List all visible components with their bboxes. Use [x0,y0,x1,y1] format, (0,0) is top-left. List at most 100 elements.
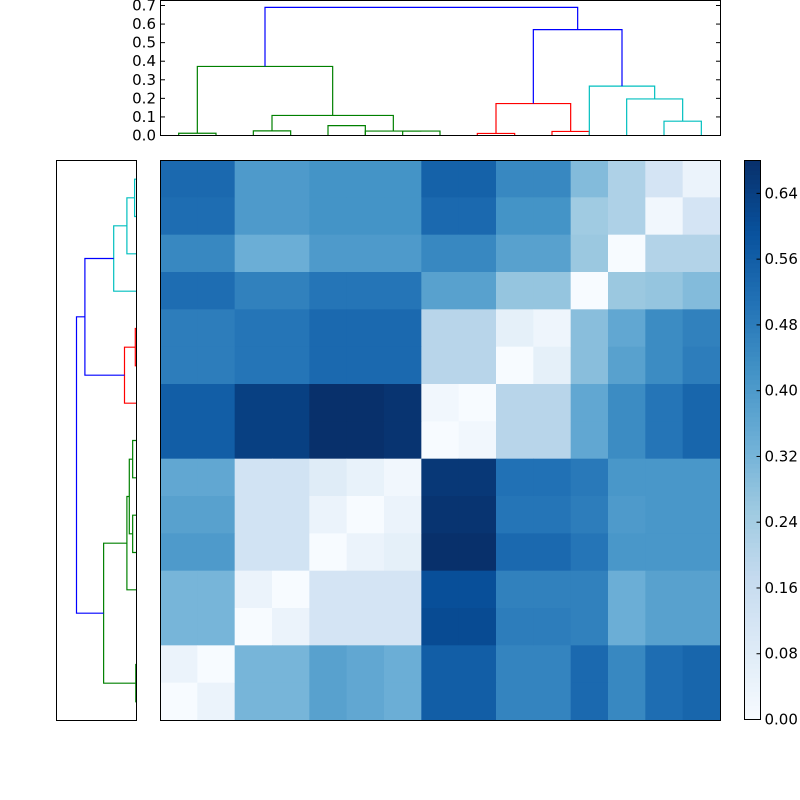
heatmap-cell [458,608,497,646]
heatmap-cell [160,458,198,497]
heatmap-cell [608,645,646,684]
heatmap-cell [570,533,609,572]
heatmap-cell [496,346,534,385]
colorbar-segment [744,379,761,385]
heatmap-cell [272,570,310,609]
heatmap-cell [570,160,609,198]
heatmap-cell [533,309,572,348]
heatmap-cell [234,645,273,684]
heatmap-cell [608,346,646,385]
heatmap-cell [496,458,534,497]
heatmap-cell [309,309,348,348]
heatmap-frame [160,160,721,721]
heatmap-cell [384,160,422,198]
colorbar-segment [744,435,761,441]
heatmap-cell [682,160,721,198]
heatmap-cell [682,346,721,385]
heatmap-cell [384,272,422,310]
colorbar-segment [744,491,761,497]
heatmap-cell [682,496,721,534]
heatmap-cell [160,421,198,460]
heatmap-cell [272,384,310,422]
heatmap-cell [234,570,273,609]
heatmap-cell [272,160,310,198]
dendrogram-link [75,316,104,614]
heatmap-cell [309,346,348,385]
heatmap-cell [570,197,609,236]
colorbar-segment [744,351,761,357]
heatmap-cell [272,421,310,460]
heatmap-cell [384,533,422,572]
heatmap-cell [272,533,310,572]
colorbar-segment [744,561,761,567]
heatmap-cell [384,570,422,609]
heatmap-cell [421,458,460,497]
colorbar-segment [744,640,761,646]
heatmap-cell [496,272,534,310]
heatmap-cell [533,160,572,198]
dendrogram-link [113,225,137,292]
dendrogram-link [126,495,137,591]
heatmap-cell [608,234,646,273]
colorbar-tick-label: 0.48 [765,316,798,334]
colorbar-segment [744,696,761,702]
colorbar-segment [744,440,761,446]
heatmap-cell [608,197,646,236]
heatmap-cell [309,160,348,198]
colorbar-frame [744,160,761,720]
heatmap-cell [570,234,609,273]
heatmap-cell [496,160,534,198]
heatmap-cell [645,197,684,236]
heatmap-cell [309,458,348,497]
heatmap-cell [309,197,348,236]
heatmap-cell [570,272,609,310]
heatmap-cell [160,272,198,310]
colorbar-segment [744,589,761,595]
colorbar-segment [744,207,761,213]
heatmap-cell [160,197,198,236]
dendrogram-link [84,257,125,376]
colorbar-segment [744,416,761,422]
heatmap-cell [197,533,236,572]
left-dendrogram [56,160,137,721]
colorbar-segment [744,225,761,231]
heatmap-cell [645,645,684,684]
colorbar-segment [744,621,761,627]
heatmap-cell [533,197,572,236]
y-tick-label: 0.1 [132,108,156,126]
dendrogram-link [364,130,422,136]
colorbar-segment [744,221,761,227]
heatmap-cell [309,234,348,273]
heatmap-cell [309,645,348,684]
heatmap-cell [272,496,310,534]
heatmap-cell [160,234,198,273]
heatmap-cell [645,272,684,310]
colorbar-segment [744,384,761,390]
heatmap-cell [645,608,684,646]
heatmap-cell [458,234,497,273]
heatmap-cell [346,197,385,236]
heatmap-cell [682,197,721,236]
colorbar-segment [744,318,761,325]
y-tick-label: 0.0 [132,127,156,145]
heatmap-cell [533,645,572,684]
colorbar-segment [744,244,761,250]
colorbar-segment [744,179,761,185]
heatmap-cell [234,421,273,460]
heatmap-cell [533,384,572,422]
colorbar-segment [744,463,761,469]
colorbar-segment [744,211,761,217]
heatmap-cell [160,384,198,422]
colorbar-tick-label: 0.24 [765,513,798,531]
heatmap-cell [234,309,273,348]
colorbar-segment [744,547,761,553]
colorbar-segment [744,658,761,665]
heatmap-cell [197,384,236,422]
heatmap-cell [608,533,646,572]
heatmap-cell [682,234,721,273]
heatmap-cell [421,608,460,646]
colorbar-segment [744,342,761,348]
colorbar-segment [744,710,761,716]
colorbar-segment [744,575,761,581]
heatmap-cell [645,682,684,721]
